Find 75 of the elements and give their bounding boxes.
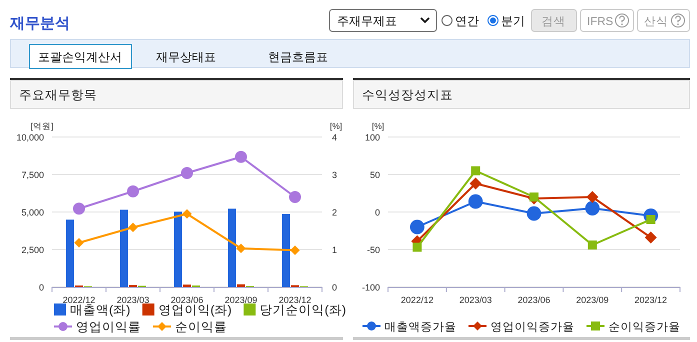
y2-tick-label: 4 bbox=[332, 132, 338, 142]
legend-label: 매출액(좌) bbox=[70, 303, 130, 317]
text: 연간 bbox=[455, 14, 479, 28]
legend-label: 순이익증가율 bbox=[608, 322, 680, 334]
text: 주재무제표 bbox=[337, 14, 397, 28]
point bbox=[74, 238, 84, 248]
y2-tick-label: 1 bbox=[332, 245, 338, 255]
y2-tick-label: 0 bbox=[332, 282, 338, 292]
point bbox=[586, 191, 598, 203]
point bbox=[128, 222, 138, 232]
point bbox=[181, 167, 193, 179]
bar bbox=[66, 220, 74, 287]
legend-label: 매출액증가율 bbox=[384, 320, 456, 334]
text: 분기 bbox=[501, 14, 525, 28]
bar bbox=[120, 210, 128, 287]
chart-title: 수익성장성지표 bbox=[362, 88, 453, 102]
x-tick-label: 2023/06 bbox=[170, 295, 204, 305]
point bbox=[182, 209, 192, 219]
x-tick-label: 2022/12 bbox=[400, 295, 434, 305]
legend-label: 영업이익증가율 bbox=[490, 322, 574, 334]
x-tick-label: 2023/09 bbox=[576, 295, 609, 305]
y-tick-label: -100 bbox=[362, 282, 380, 292]
bar bbox=[237, 284, 245, 287]
y-tick-label: 7,500 bbox=[21, 170, 44, 180]
bar bbox=[282, 214, 290, 287]
point bbox=[588, 240, 597, 250]
y-tick-label: 100 bbox=[364, 132, 380, 142]
point bbox=[530, 192, 538, 202]
y2-tick-label: 3 bbox=[332, 170, 338, 180]
point bbox=[644, 232, 657, 244]
point bbox=[127, 185, 139, 198]
y-axis-title: [%] bbox=[372, 121, 384, 131]
y2-axis-title: [%] bbox=[330, 121, 342, 131]
point bbox=[471, 166, 480, 176]
bar bbox=[228, 208, 236, 287]
point bbox=[585, 201, 600, 216]
point bbox=[290, 245, 300, 256]
x-tick-label: 2022/12 bbox=[62, 295, 96, 305]
legend-label: 영업이익(좌) bbox=[158, 303, 232, 317]
legend-label: 당기순이익(좌) bbox=[260, 303, 346, 317]
point bbox=[526, 206, 542, 221]
text: IFRS bbox=[587, 16, 614, 28]
x-tick-label: 2023/03 bbox=[459, 295, 492, 305]
y-tick-label: 5,000 bbox=[21, 208, 44, 218]
chart-title: 주요재무항목 bbox=[19, 88, 97, 102]
point bbox=[73, 202, 85, 215]
text: 재무상태표 bbox=[156, 50, 216, 64]
text: 산식 bbox=[644, 16, 668, 28]
x-tick-label: 2023/12 bbox=[634, 295, 668, 305]
text: 검색 bbox=[542, 16, 566, 28]
y2-tick-label: 2 bbox=[332, 208, 338, 218]
x-tick-label: 2023/03 bbox=[116, 295, 150, 305]
point bbox=[289, 191, 301, 203]
y-axis-title: [억원] bbox=[30, 121, 54, 131]
point bbox=[412, 242, 422, 252]
x-tick-label: 2023/06 bbox=[518, 295, 550, 305]
text: 재무분석 bbox=[9, 15, 70, 32]
y-tick-label: 50 bbox=[370, 170, 380, 180]
point bbox=[236, 244, 246, 254]
bar bbox=[174, 212, 182, 287]
text: 포괄손익계산서 bbox=[38, 50, 122, 64]
point bbox=[235, 150, 247, 163]
y-tick-label: 2,500 bbox=[21, 245, 44, 255]
legend-label: 영업이익률 bbox=[76, 320, 141, 334]
legend-label: 순이익률 bbox=[175, 320, 227, 334]
y-tick-label: 10,000 bbox=[16, 132, 44, 142]
point bbox=[410, 220, 424, 234]
y-tick-label: 0 bbox=[38, 282, 44, 292]
x-tick-label: 2023/12 bbox=[278, 295, 312, 305]
point bbox=[468, 194, 483, 209]
y-tick-label: 0 bbox=[374, 208, 380, 218]
y-tick-label: -50 bbox=[366, 245, 380, 255]
x-tick-label: 2023/09 bbox=[224, 295, 258, 305]
text: 현금흐름표 bbox=[268, 50, 328, 64]
point bbox=[470, 178, 482, 190]
